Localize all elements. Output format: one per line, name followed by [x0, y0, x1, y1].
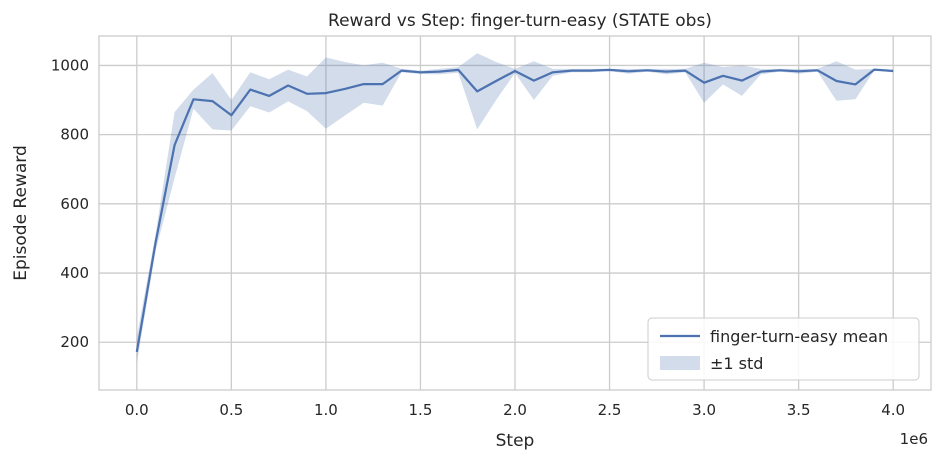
mean-line [135, 68, 894, 353]
x-tick-label: 1.5 [409, 401, 433, 419]
x-tick-labels: 0.0 0.5 1.0 1.5 2.0 2.5 3.0 3.5 4.0 [125, 401, 905, 419]
x-tick-label: 3.5 [787, 401, 811, 419]
x-tick-label: 2.0 [503, 401, 527, 419]
legend-std-label: ±1 std [710, 354, 763, 373]
y-tick-label: 200 [60, 333, 89, 351]
plot-frame [98, 35, 932, 391]
y-axis-label: Episode Reward [11, 145, 31, 280]
mean-line-layer [135, 68, 894, 353]
x-tick-label: 0.0 [125, 401, 149, 419]
y-tick-label: 600 [60, 195, 89, 213]
x-tick-label: 2.5 [598, 401, 622, 419]
x-axis-label: Step [496, 431, 535, 451]
y-tick-label: 1000 [51, 56, 89, 74]
std-band-layer [136, 53, 894, 364]
legend-mean-label: finger-turn-easy mean [710, 327, 888, 346]
x-offset-label: 1e6 [900, 430, 928, 448]
x-tick-label: 3.0 [692, 401, 716, 419]
y-tick-labels: 200 400 600 800 1000 [51, 56, 89, 351]
y-tick-label: 800 [60, 126, 89, 144]
legend: finger-turn-easy mean ±1 std [647, 317, 920, 381]
legend-std-swatch [660, 356, 700, 370]
legend-box [647, 317, 920, 381]
chart-title: Reward vs Step: finger-turn-easy (STATE … [328, 11, 712, 31]
std-band [136, 53, 894, 364]
x-tick-label: 4.0 [881, 401, 905, 419]
x-tick-label: 0.5 [219, 401, 243, 419]
x-tick-label: 1.0 [314, 401, 338, 419]
y-tick-label: 400 [60, 264, 89, 282]
